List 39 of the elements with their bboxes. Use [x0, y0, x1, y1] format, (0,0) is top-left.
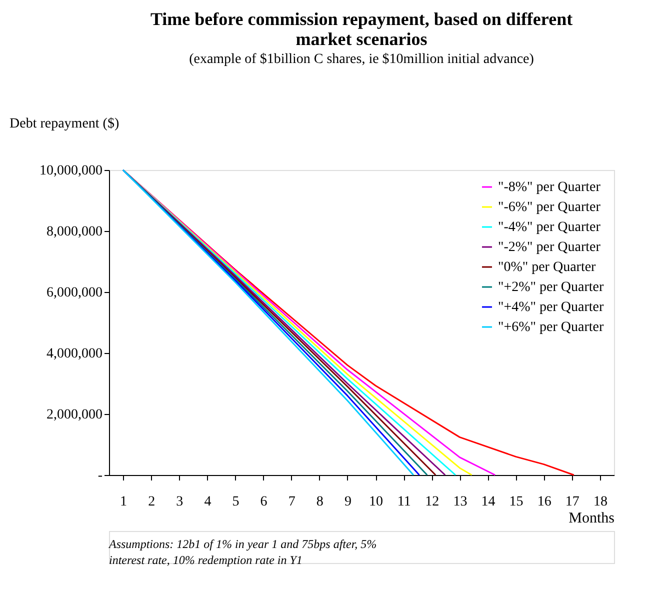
y-tick-label: 10,000,000 — [40, 164, 102, 178]
chart-subtitle: (example of $1billion C shares, ie $10million initial advance) — [189, 52, 534, 67]
x-tick-label: 18 — [593, 494, 608, 510]
x-tick-label: 11 — [397, 494, 411, 510]
legend-label: "+6%" per Quarter — [498, 320, 604, 335]
x-tick-label: 9 — [344, 494, 352, 510]
text: Time before commission repayment, based on different — [150, 9, 573, 29]
x-tick-label: 7 — [288, 494, 296, 510]
x-tick-label: 12 — [425, 494, 440, 510]
y-axis-title: Debt repayment ($) — [10, 116, 120, 132]
x-tick-label: 2 — [148, 494, 156, 510]
legend-label: "-6%" per Quarter — [498, 200, 601, 215]
text: interest rate, 10% redemption rate in Y1 — [109, 553, 302, 567]
y-tick-label: 6,000,000 — [46, 286, 102, 300]
y-tick-label: 2,000,000 — [46, 408, 102, 422]
y-tick-label: - — [98, 468, 103, 484]
x-tick-label: 15 — [509, 494, 524, 510]
text: Assumptions: 12b1 of 1% in year 1 and 75bps after, 5% — [108, 537, 377, 551]
x-axis-title: Months — [568, 510, 615, 526]
x-tick-label: 16 — [537, 494, 552, 510]
x-tick-label: 13 — [453, 494, 468, 510]
x-tick-label: 5 — [232, 494, 240, 510]
y-tick-label: 8,000,000 — [46, 224, 102, 240]
legend-label: "+2%" per Quarter — [498, 280, 604, 295]
legend-label: "0%" per Quarter — [498, 260, 596, 275]
legend-label: "+4%" per Quarter — [498, 300, 604, 315]
legend-label: "-8%" per Quarter — [498, 180, 601, 195]
legend-label: "-2%" per Quarter — [498, 240, 601, 255]
text: market scenarios — [296, 29, 428, 49]
x-tick-label: 10 — [369, 494, 384, 510]
x-tick-label: 14 — [481, 494, 496, 510]
x-tick-label: 4 — [204, 494, 212, 510]
x-tick-label: 3 — [176, 494, 184, 510]
x-tick-label: 8 — [316, 494, 324, 510]
x-tick-label: 17 — [565, 494, 580, 510]
y-tick-label: 4,000,000 — [46, 346, 102, 362]
x-tick-label: 1 — [120, 494, 128, 510]
legend-label: "-4%" per Quarter — [498, 220, 601, 235]
x-tick-label: 6 — [260, 494, 268, 510]
